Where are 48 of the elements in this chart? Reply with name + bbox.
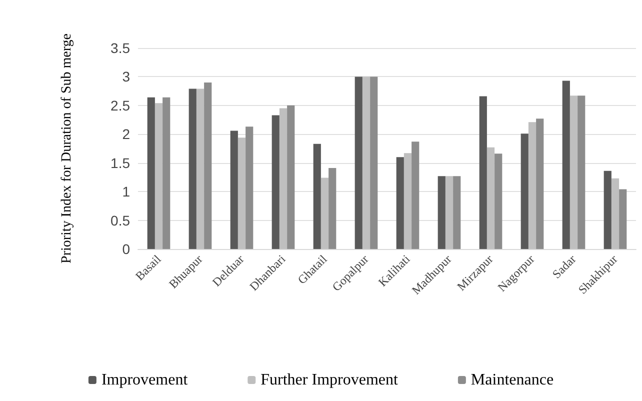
bar [479,96,487,249]
bar [453,176,461,249]
bar [147,97,155,249]
bar [279,108,288,249]
bar [196,88,204,249]
bar [604,170,612,249]
y-tick-label: 3 [122,68,130,85]
bar [396,157,404,249]
y-tick-label: 2 [122,126,130,142]
y-tick-label: 1 [122,184,130,200]
y-tick-label: 3.5 [110,40,130,56]
bar [486,147,495,249]
y-tick-label: 1.5 [110,154,130,171]
bar [230,130,238,249]
bar [611,178,620,249]
bar [438,176,446,249]
bar [320,178,329,249]
bar [528,122,536,249]
bar [404,153,412,249]
bar [570,96,578,249]
bar [188,88,196,249]
bar [162,97,170,249]
bar [619,189,627,249]
bar [578,96,586,249]
bar [536,118,544,249]
legend-label: Further Improvement [260,372,398,388]
bar [562,80,570,249]
bar [204,82,212,249]
bar [362,76,370,249]
bar [520,134,528,249]
bar [238,138,246,249]
y-axis-title: Priority Index for Duration of Sub merge [60,34,74,264]
bar [272,115,280,249]
legend-label: Improvement [101,372,188,388]
bar [494,154,502,249]
bar [354,76,362,249]
bar [246,126,254,249]
bar [445,176,454,249]
bar [313,144,321,249]
y-tick-label: 2.5 [110,97,130,114]
y-tick-label: 0.5 [110,212,130,228]
legend-label: Maintenance [470,372,554,388]
bar [412,142,420,249]
bar [154,103,163,249]
y-tick-label: 0 [122,241,130,257]
bar [370,76,378,249]
bar [287,105,295,249]
bar [328,168,336,249]
